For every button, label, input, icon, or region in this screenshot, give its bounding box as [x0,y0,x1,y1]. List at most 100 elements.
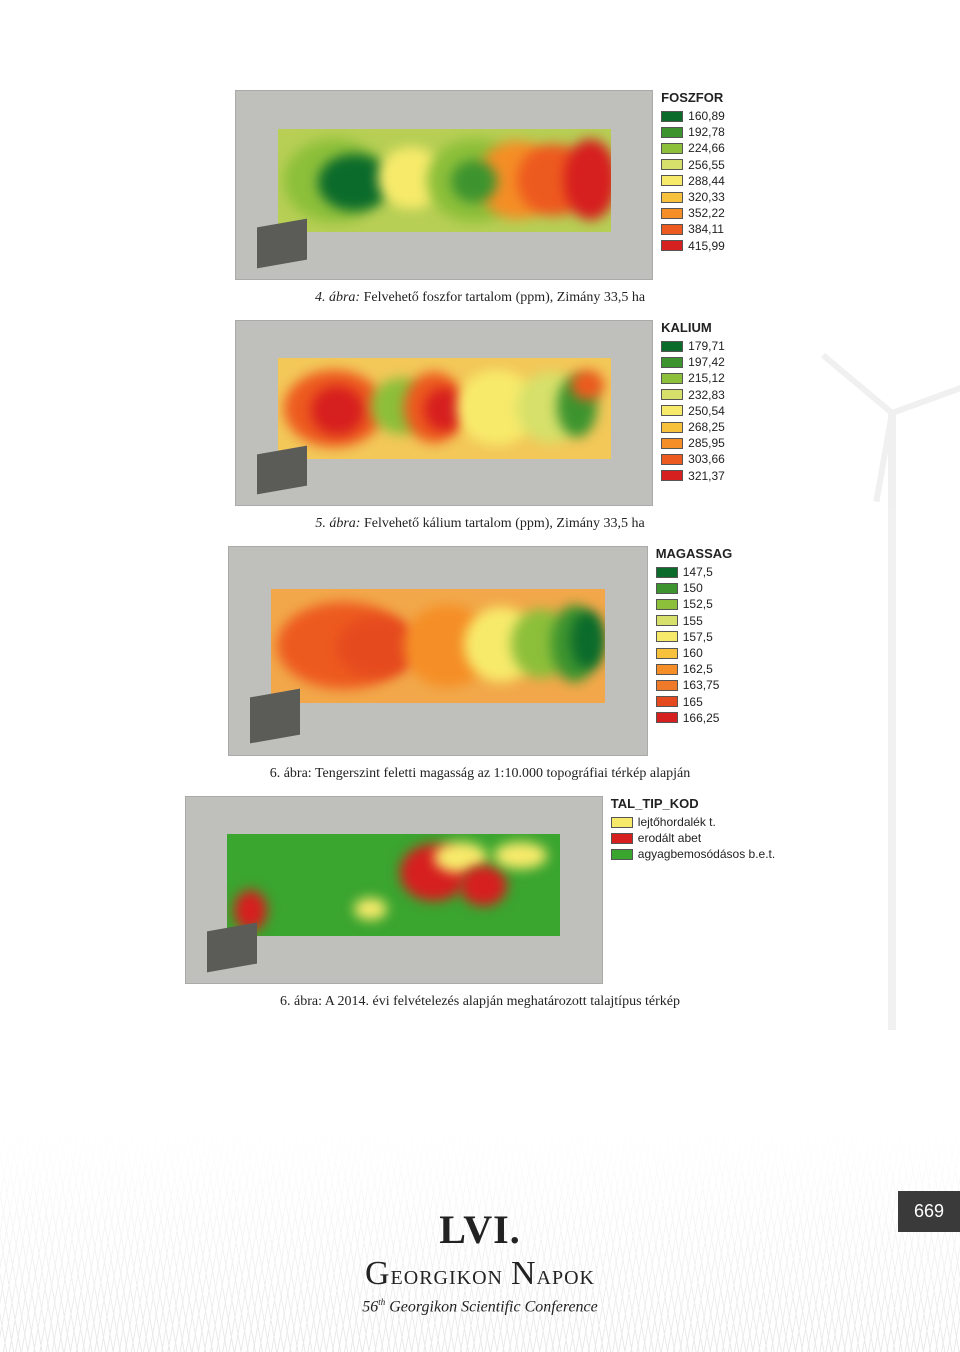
legend-row: 147,5 [656,564,733,580]
legend-label: 352,22 [688,205,725,221]
legend-row: 321,37 [661,468,725,484]
legend-row: 166,25 [656,710,733,726]
legend-swatch [656,631,678,642]
legend-swatch [656,615,678,626]
legend-label: 197,42 [688,354,725,370]
legend-swatch [661,422,683,433]
legend-kalium: KALIUM 179,71197,42215,12232,83250,54268,… [661,320,725,484]
footer-subtitle: 56th Georgikon Scientific Conference [0,1297,960,1316]
legend-swatch [656,599,678,610]
figure-kalium: KALIUM 179,71197,42215,12232,83250,54268,… [140,320,820,532]
legend-swatch [661,240,683,251]
figure-magassag: MAGASSAG 147,5150152,5155157,5160162,5163… [140,546,820,782]
legend-label: 155 [683,613,703,629]
legend-label: 268,25 [688,419,725,435]
legend-label: 179,71 [688,338,725,354]
legend-label: 224,66 [688,140,725,156]
caption-prefix: 6. ábra: [280,994,322,1009]
figure-caption: 6. ábra: Tengerszint feletti magasság az… [140,766,820,782]
legend-swatch [661,341,683,352]
legend-row: 268,25 [661,419,725,435]
legend-row: 197,42 [661,354,725,370]
legend-label: 166,25 [683,710,720,726]
heatmap-region [494,842,547,869]
legend-swatch [661,357,683,368]
page-footer: LVI. Georgikon Napok 56th Georgikon Scie… [0,1206,960,1316]
figure-caption: 4. ábra: Felvehető foszfor tartalom (ppm… [140,290,820,306]
legend-row: 179,71 [661,338,725,354]
legend-label: 320,33 [688,189,725,205]
figure-caption: 5. ábra: Felvehető kálium tartalom (ppm)… [140,516,820,532]
legend-label: 163,75 [683,677,720,693]
heatmap-kalium [235,320,653,506]
legend-row: 157,5 [656,629,733,645]
legend-talaj: TAL_TIP_KOD lejtőhordalék t.erodált abeta… [611,796,775,863]
legend-swatch [656,664,678,675]
legend-row: 160 [656,645,733,661]
legend-swatch [661,405,683,416]
legend-swatch [661,111,683,122]
legend-label: 215,12 [688,370,725,386]
legend-label: 256,55 [688,157,725,173]
heatmap-region [564,139,611,220]
legend-row: 165 [656,694,733,710]
legend-swatch [661,175,683,186]
legend-label: 147,5 [683,564,713,580]
caption-prefix: 6. ábra: [270,766,312,781]
map-corner-marker [207,923,257,973]
heatmap-region [460,865,507,906]
map-corner-marker [257,445,307,494]
figure-caption: 6. ábra: A 2014. évi felvételezés alapjá… [140,994,820,1010]
caption-text: Tengerszint feletti magasság az 1:10.000… [312,766,691,781]
legend-swatch [656,567,678,578]
legend-row: 285,95 [661,435,725,451]
legend-label: 192,78 [688,124,725,140]
legend-label: 250,54 [688,403,725,419]
caption-text: Felvehető kálium tartalom (ppm), Zimány … [360,516,644,531]
heatmap-region [451,160,498,203]
legend-row: 384,11 [661,221,725,237]
figure-row: FOSZFOR160,89192,78224,66256,55288,44320… [140,90,820,280]
legend-swatch [661,224,683,235]
legend-title: KALIUM [661,320,725,335]
figure-row: MAGASSAG 147,5150152,5155157,5160162,5163… [140,546,820,756]
legend-swatch [611,849,633,860]
legend-title: TAL_TIP_KOD [611,796,775,811]
legend-swatch [656,696,678,707]
legend-label: 157,5 [683,629,713,645]
legend-label: 232,83 [688,387,725,403]
legend-row: lejtőhordalék t. [611,814,775,830]
footer-roman: LVI. [0,1206,960,1253]
legend-label: lejtőhordalék t. [638,814,716,830]
legend-label: 160 [683,645,703,661]
legend-label: 160,89 [688,108,725,124]
legend-swatch [661,389,683,400]
legend-row: 224,66 [661,140,725,156]
caption-text: A 2014. évi felvételezés alapján meghatá… [322,994,680,1009]
legend-label: erodált abet [638,830,701,846]
legend-row: 232,83 [661,387,725,403]
map-corner-marker [257,218,307,268]
legend-row: 192,78 [661,124,725,140]
caption-text: Felvehető foszfor tartalom (ppm), Zimány… [360,290,645,305]
legend-label: 415,99 [688,238,725,254]
heatmap-magassag [228,546,648,756]
legend-swatch [661,454,683,465]
legend-row: 215,12 [661,370,725,386]
legend-swatch [656,583,678,594]
legend-label: 165 [683,694,703,710]
legend-row: 250,54 [661,403,725,419]
figure-talaj: TAL_TIP_KOD lejtőhordalék t.erodált abeta… [140,796,820,1010]
legend-row: agyagbemosódásos b.e.t. [611,846,775,862]
figure-foszfor: FOSZFOR160,89192,78224,66256,55288,44320… [140,90,820,306]
caption-prefix: 5. ábra: [315,516,360,531]
legend-swatch [661,438,683,449]
page-number: 669 [898,1191,960,1232]
legend-label: 288,44 [688,173,725,189]
legend-label: 152,5 [683,596,713,612]
legend-row: 152,5 [656,596,733,612]
legend-label: 150 [683,580,703,596]
legend-title: MAGASSAG [656,546,733,561]
legend-swatch [611,833,633,844]
legend-label: 162,5 [683,661,713,677]
